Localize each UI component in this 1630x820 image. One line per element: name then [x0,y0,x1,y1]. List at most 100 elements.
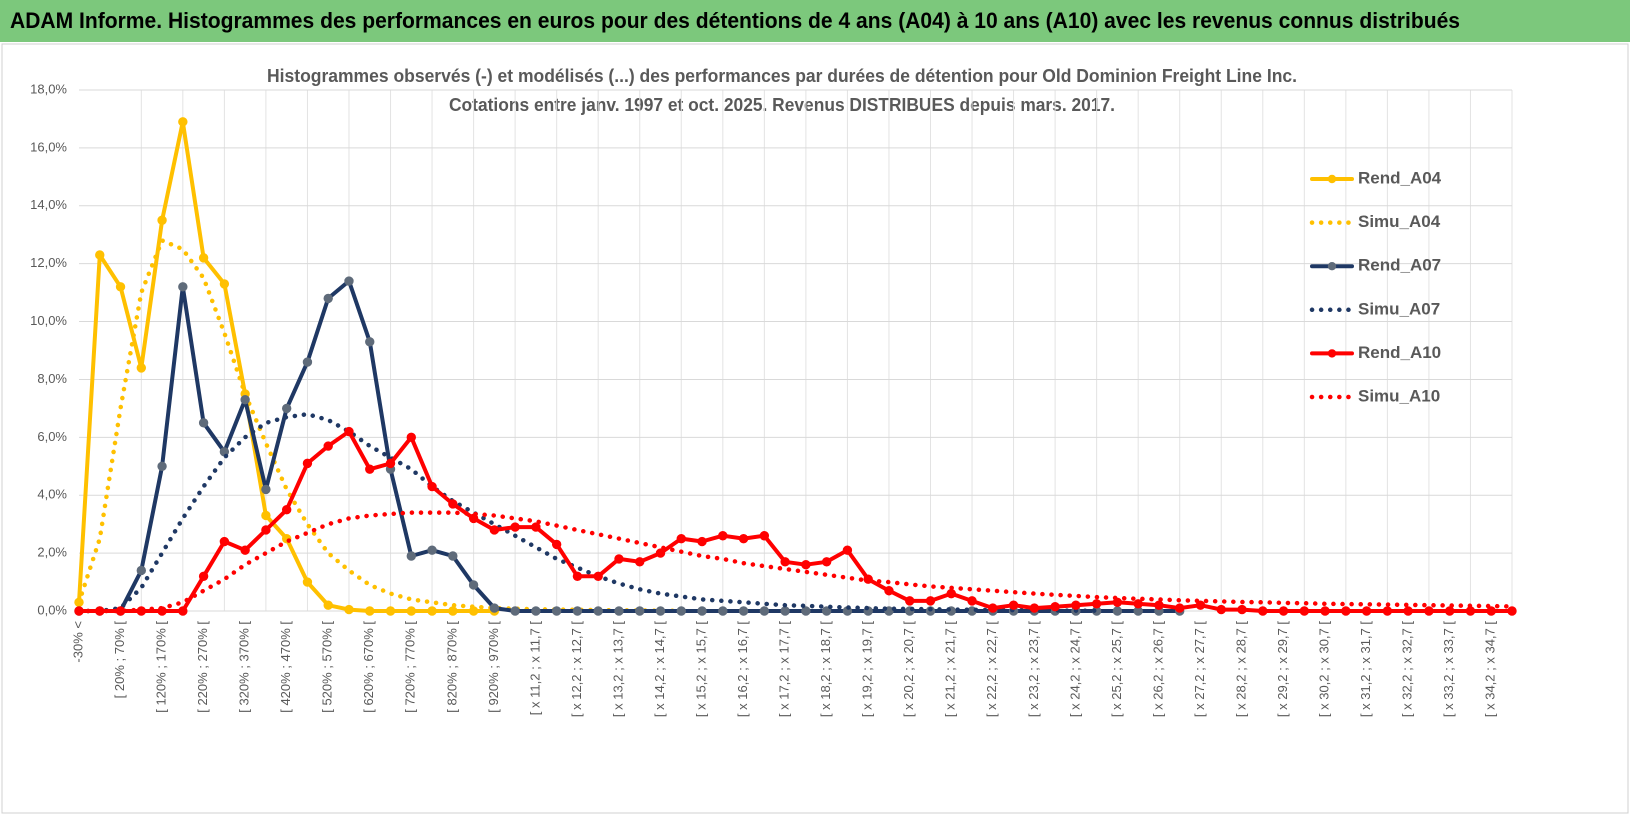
series-marker [1133,599,1143,609]
y-tick-label: 0,0% [37,602,67,617]
x-tick-label: [ 220% ; 270% [ [195,621,210,713]
series-marker [551,539,562,550]
series-marker [1361,606,1372,616]
series-marker [240,545,250,555]
series-marker [1444,606,1455,616]
series-marker [718,531,728,541]
x-tick-label: [ x 27,2 ; x 27,7 [ [1192,621,1207,717]
x-tick-label: [ 620% ; 670% [ [361,621,376,713]
series-marker [780,557,790,567]
series-marker [302,357,313,367]
y-tick-label: 18,0% [30,81,67,96]
x-tick-label: [ 520% ; 570% [ [320,621,335,713]
legend-label: Rend_A07 [1358,256,1441,275]
series-marker [676,606,686,616]
series-marker [219,279,230,289]
series-marker [281,504,292,515]
legend-label: Rend_A04 [1358,168,1442,187]
y-tick-label: 12,0% [30,255,67,270]
x-tick-label: [ 920% ; 970% [ [486,621,501,713]
x-tick-label: [ x 26,2 ; x 26,7 [ [1150,621,1165,717]
series-marker [448,551,458,561]
series-marker [946,588,956,599]
series-marker [801,559,811,570]
x-tick-label: [ x 25,2 ; x 25,7 [ [1109,621,1124,717]
series-marker [427,606,437,616]
series-marker [1175,603,1185,613]
x-tick-label: [ x 23,2 ; x 23,7 [ [1026,621,1041,717]
series-marker [219,536,230,547]
x-tick-label: [ x 22,2 ; x 22,7 [ [984,621,999,717]
series-marker [406,551,416,561]
series-marker [988,603,998,613]
x-tick-label: [ x 17,2 ; x 17,7 [ [777,621,792,717]
series-marker [1382,606,1393,616]
series-marker [510,522,520,532]
series-marker [1112,606,1123,616]
series-marker [697,536,707,547]
series-marker [655,548,666,558]
series-marker [198,418,209,428]
series-marker [157,461,167,471]
series-marker [759,531,770,541]
legend: Rend_A04 Simu_A04 Rend_A07 Simu_A07 Rend_A10… [1309,168,1442,405]
series-marker [718,606,728,616]
series-marker [261,484,271,495]
series-marker [323,600,333,610]
series-marker [572,571,583,581]
x-tick-label: [ 820% ; 870% [ [444,621,459,713]
series-marker [510,606,520,616]
series-line [76,411,1099,614]
x-tick-label: [ x 20,2 ; x 20,7 [ [901,621,916,717]
series-marker [614,554,624,564]
series-marker [905,596,915,606]
y-tick-label: 10,0% [30,313,67,328]
series-marker [1403,606,1413,616]
series-marker [1507,606,1517,616]
series-marker [365,606,375,616]
x-tick-label: [ x 13,2 ; x 13,7 [ [610,621,625,717]
x-tick-label: [ x 29,2 ; x 29,7 [ [1275,621,1290,717]
series-marker [1299,606,1310,616]
series-marker [385,606,396,616]
series-marker [925,596,936,606]
series-marker [697,606,707,616]
series-marker [780,606,790,616]
series-marker [676,533,686,544]
series-marker [136,363,147,373]
y-tick-label: 8,0% [37,371,67,386]
series-marker [531,606,541,616]
series-marker [1195,600,1206,610]
plot-area: -30% < [ 20% ; 70% [[ 120% ; 170% [[ 220%… [30,81,1517,717]
series-marker [261,525,271,535]
series-marker [344,604,354,615]
x-tick-label: [ x 24,2 ; x 24,7 [ [1067,621,1082,717]
series-marker [967,596,977,606]
series-marker [635,557,645,567]
series-marker [448,499,458,509]
series-marker [406,432,416,443]
series-marker [448,606,458,616]
x-tick-label: [ x 33,2 ; x 33,7 [ [1441,621,1456,717]
x-tick-label: [ x 21,2 ; x 21,7 [ [943,621,958,717]
series-marker [178,282,188,292]
header-bar [0,0,1630,42]
series-marker [365,464,375,474]
series-marker [240,395,250,405]
x-tick-label: [ x 31,2 ; x 31,7 [ [1358,621,1373,717]
series-marker [738,533,749,544]
series-marker [302,577,313,587]
x-tick-label: [ x 12,2 ; x 12,7 [ [569,621,584,717]
series-marker [302,458,313,469]
header-title: ADAM Informe. Histogrammes des performan… [10,8,1460,33]
series-marker [1237,604,1247,615]
series-marker [344,276,354,286]
series-marker [1486,606,1496,616]
series-marker [1258,606,1268,616]
chart-title: Histogrammes observés (-) et modélisés (… [267,66,1297,86]
x-tick-label: [ x 15,2 ; x 15,7 [ [693,621,708,717]
series-marker [759,606,770,616]
series-marker [593,606,603,616]
series-marker [593,571,603,581]
series-marker [95,250,105,260]
